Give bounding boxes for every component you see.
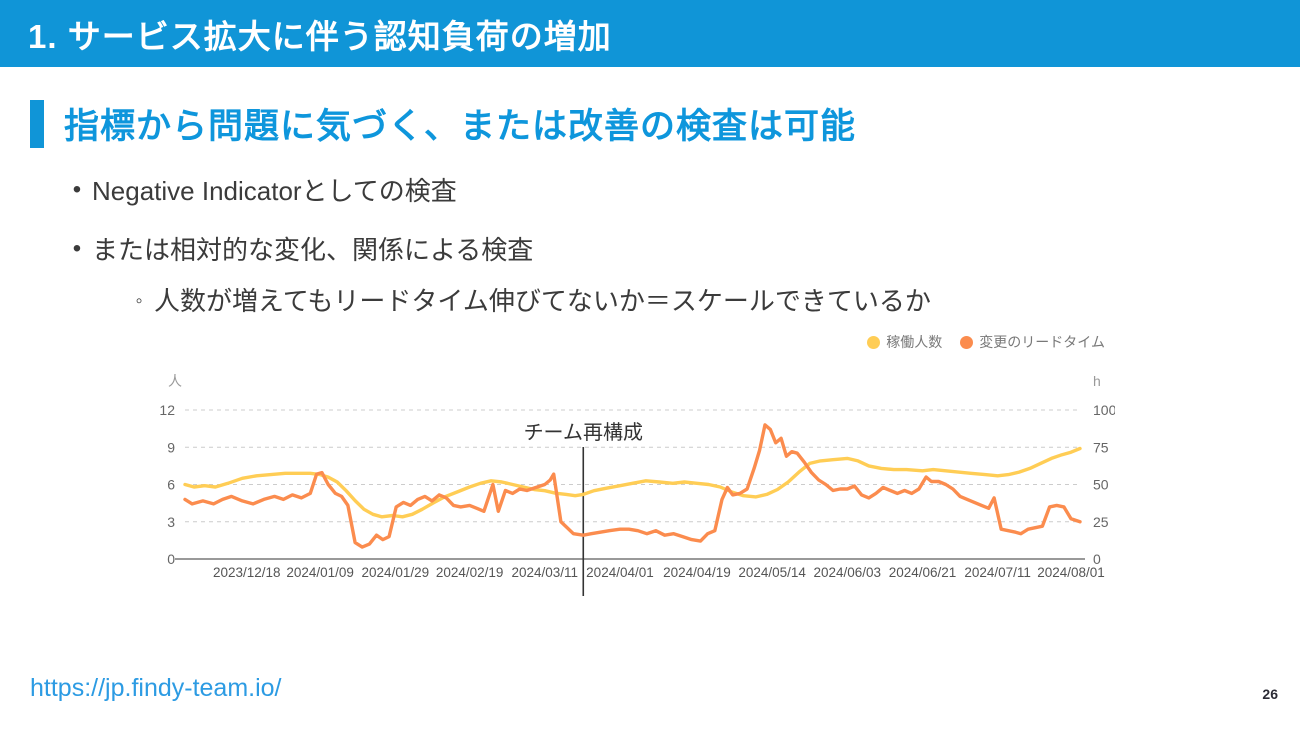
y-tick-right: 75 [1093, 439, 1109, 455]
section-heading: 指標から問題に気づく、または改善の検査は可能 [30, 98, 856, 149]
y-tick-left: 3 [167, 514, 175, 530]
y-tick-left: 12 [159, 402, 175, 418]
bullet-text: または相対的な変化、関係による検査 [92, 235, 534, 266]
bullet-text: 人数が増えてもリードタイム伸びてないか＝スケールできているか [154, 286, 931, 317]
y-tick-left: 9 [167, 439, 175, 455]
bullet-list: • Negative Indicatorとしての検査 • または相対的な変化、関… [62, 176, 931, 318]
x-tick-label: 2024/08/01 [1037, 565, 1105, 580]
legend-swatch-orange [960, 335, 974, 349]
x-tick-label: 2024/01/09 [286, 565, 354, 580]
x-tick-label: 2024/01/29 [362, 565, 430, 580]
legend-swatch-yellow [867, 335, 881, 349]
legend-item-active-members: 稼働人数 [867, 332, 942, 352]
legend-label: 変更のリードタイム [979, 334, 1105, 350]
x-tick-label: 2024/05/14 [738, 565, 806, 580]
list-item: • または相対的な変化、関係による検査 [62, 235, 931, 266]
chart-legend: 稼働人数 変更のリードタイム [867, 332, 1105, 352]
list-item: • Negative Indicatorとしての検査 [62, 176, 931, 207]
x-tick-label: 2024/03/11 [512, 565, 579, 580]
line-chart-svg: 12 100 9 75 6 50 3 25 0 0 人 h 2023/12/18 2024/01/09 20… [159, 373, 1117, 596]
slide-header-bar: 1. サービス拡大に伴う認知負荷の増加 [0, 0, 1300, 67]
legend-label: 稼働人数 [886, 334, 943, 350]
bullet-icon: • [72, 235, 82, 263]
right-axis-unit: h [1093, 373, 1101, 389]
circle-bullet-icon: ◦ [135, 290, 143, 313]
bullet-icon: • [72, 176, 82, 203]
y-tick-right: 50 [1093, 477, 1109, 493]
slide-title: 1. サービス拡大に伴う認知負荷の増加 [28, 17, 612, 55]
line-chart: 12 100 9 75 6 50 3 25 0 0 人 h 2023/12/18 2024/01/09 20… [155, 368, 1117, 603]
x-tick-label: 2024/07/11 [964, 565, 1031, 580]
x-tick-label: 2024/06/03 [814, 565, 882, 580]
x-tick-label: 2024/04/01 [586, 565, 654, 580]
x-tick-label: 2024/04/19 [663, 565, 731, 580]
annotation-label: チーム再構成 [524, 421, 643, 444]
page-number: 26 [1262, 686, 1278, 702]
footer-link[interactable]: https://jp.findy-team.io/ [30, 674, 282, 702]
series-line-0 [183, 446, 1082, 519]
y-tick-left: 0 [167, 551, 175, 567]
x-tick-label: 2023/12/18 [213, 565, 281, 580]
y-tick-left: 6 [167, 477, 175, 493]
legend-item-lead-time: 変更のリードタイム [960, 332, 1105, 352]
x-tick-label: 2024/06/21 [889, 565, 957, 580]
heading-accent-bar [30, 99, 44, 148]
list-subitem: ◦ 人数が増えてもリードタイム伸びてないか＝スケールできているか [124, 286, 931, 317]
y-tick-right: 0 [1093, 551, 1101, 567]
y-tick-right: 100 [1093, 402, 1115, 418]
bullet-text: Negative Indicatorとしての検査 [92, 176, 457, 206]
y-tick-right: 25 [1093, 514, 1109, 530]
left-axis-unit: 人 [168, 373, 182, 389]
series-line-1 [183, 423, 1082, 549]
x-tick-label: 2024/02/19 [436, 565, 504, 580]
section-heading-text: 指標から問題に気づく、または改善の検査は可能 [64, 107, 857, 146]
